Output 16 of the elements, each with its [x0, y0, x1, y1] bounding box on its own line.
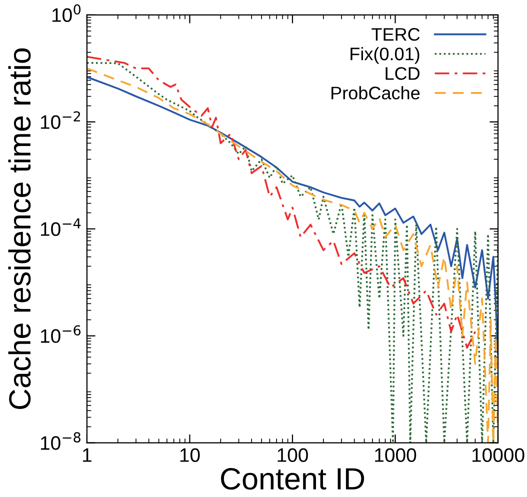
y-tick-label: 10$^{−4}$: [40, 218, 81, 236]
y-tick-label: 10$^{0}$: [52, 4, 81, 22]
legend-label: ProbCache: [332, 86, 420, 100]
y-tick-label: 10$^{−8}$: [40, 432, 80, 450]
legend-label: Fix(0.01): [350, 47, 420, 64]
legend-label: LCD: [386, 67, 420, 80]
x-tick-label: 10: [180, 448, 200, 462]
legend-label: TERC: [372, 28, 420, 41]
y-axis-title: Cache residence time ratio: [8, 48, 31, 410]
x-tick-label: 1: [83, 448, 92, 462]
x-tick-label: 1000: [375, 448, 416, 462]
x-axis-title: Content ID: [221, 468, 364, 490]
x-tick-label: 10000: [472, 448, 524, 462]
x-tick-label: 100: [278, 448, 308, 462]
y-tick-label: 10$^{−6}$: [40, 325, 81, 343]
y-tick-label: 10$^{−2}$: [40, 111, 80, 129]
